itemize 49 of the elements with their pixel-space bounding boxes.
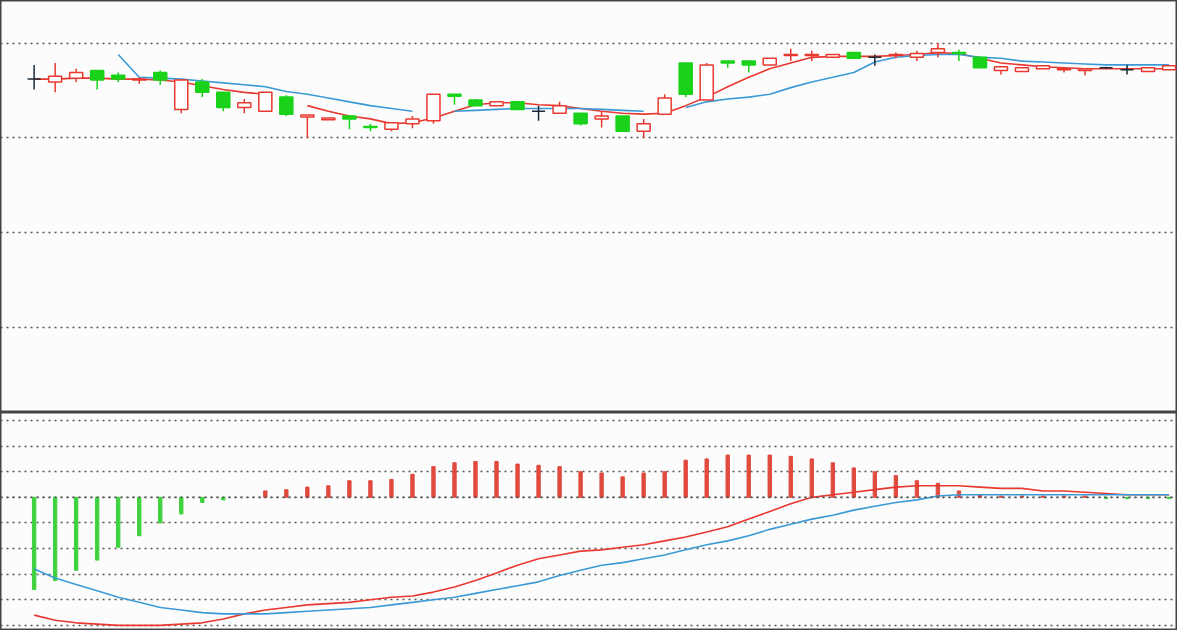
bar (767, 454, 772, 498)
bar (200, 496, 205, 503)
bar (851, 467, 857, 498)
bar (347, 480, 352, 498)
bar (725, 454, 730, 498)
bar (368, 480, 373, 498)
bar (599, 472, 604, 498)
bar (494, 460, 499, 498)
bar (662, 471, 667, 498)
bar (578, 471, 583, 498)
bar (830, 462, 835, 498)
bar (557, 466, 562, 498)
candlestick (26, 64, 42, 91)
bar (452, 462, 457, 498)
bar (473, 460, 478, 498)
bar (809, 458, 814, 498)
candlestick (89, 69, 105, 91)
bar (158, 496, 163, 524)
bar (137, 496, 142, 537)
candlestick (657, 93, 672, 115)
bar (746, 454, 751, 498)
bar (31, 496, 37, 591)
candlestick (867, 53, 883, 67)
bar (389, 478, 394, 498)
bar (872, 471, 878, 498)
candlestick (279, 94, 294, 117)
candlestick (300, 114, 315, 139)
candlestick (47, 62, 63, 94)
bar (95, 496, 100, 561)
bar (326, 485, 331, 498)
bar (410, 473, 415, 498)
bar (284, 489, 289, 498)
bar (305, 486, 310, 498)
bar (620, 476, 625, 498)
bar (179, 496, 184, 515)
bar (788, 455, 793, 498)
bar (263, 490, 268, 498)
candlestick (1119, 64, 1135, 76)
bar (116, 496, 121, 548)
candlestick (636, 118, 651, 139)
bar (641, 472, 646, 498)
candlestick (258, 91, 273, 113)
candlestick (216, 91, 231, 113)
bar (683, 459, 688, 498)
bar (73, 496, 79, 571)
bar (704, 458, 709, 498)
bar (431, 466, 436, 498)
bar (536, 464, 541, 498)
bar (515, 463, 520, 498)
